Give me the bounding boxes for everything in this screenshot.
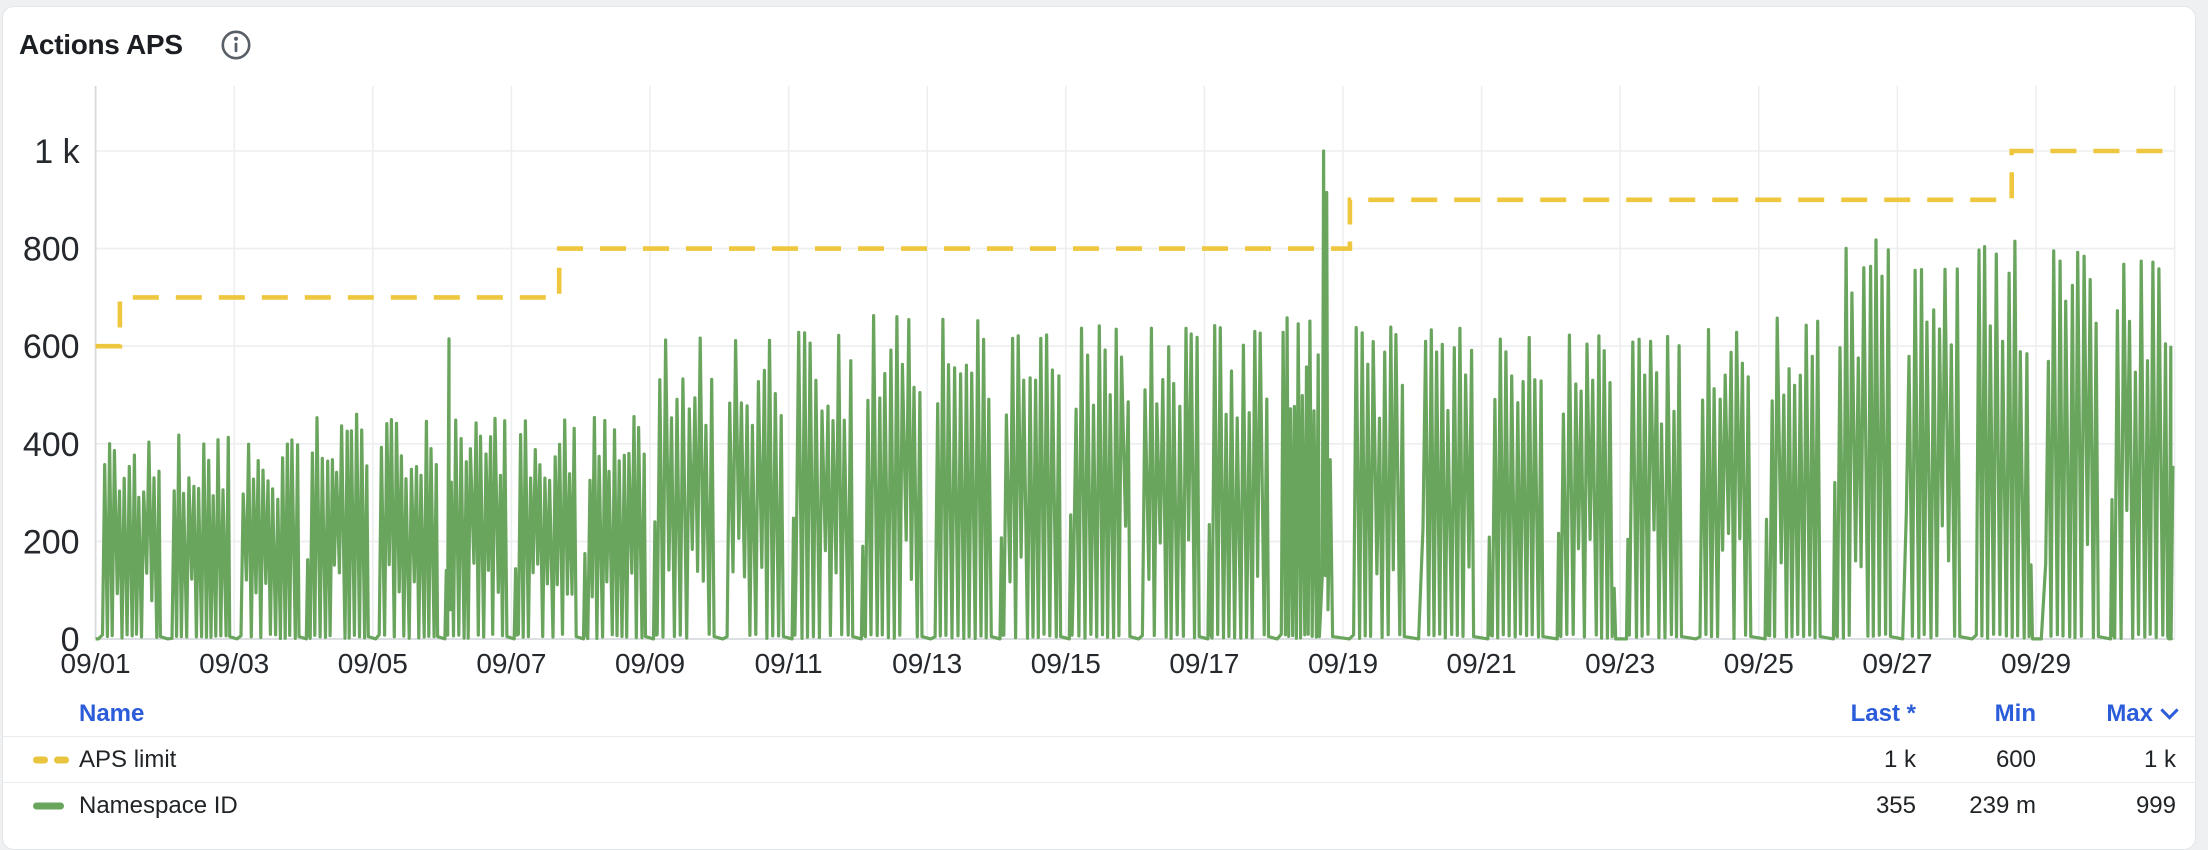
svg-text:09/01: 09/01 <box>61 648 131 679</box>
series-name: APS limit <box>79 745 177 773</box>
series-name: Namespace ID <box>79 791 238 819</box>
legend-table: Name Last * Min Max APS limit 1 k 600 1 … <box>3 691 2195 828</box>
svg-text:400: 400 <box>23 426 80 464</box>
stat-min: 239 m <box>1969 791 2036 819</box>
legend-header-name[interactable]: Name <box>79 699 145 727</box>
svg-text:1 k: 1 k <box>34 133 80 171</box>
stat-last: 355 <box>1875 791 1916 819</box>
svg-text:09/19: 09/19 <box>1308 648 1378 679</box>
legend-row-aps-limit[interactable]: APS limit 1 k 600 1 k <box>3 736 2195 782</box>
svg-text:09/13: 09/13 <box>892 648 962 679</box>
svg-text:09/27: 09/27 <box>1862 648 1932 679</box>
aps-limit-swatch-icon <box>33 756 69 763</box>
svg-text:09/03: 09/03 <box>199 648 269 679</box>
svg-text:800: 800 <box>23 231 80 269</box>
svg-text:09/05: 09/05 <box>338 648 408 679</box>
stat-max: 999 <box>2135 791 2176 819</box>
panel-header: Actions APS <box>19 23 253 67</box>
sort-desc-chevron-icon <box>2160 700 2179 720</box>
legend-header-min[interactable]: Min <box>1994 699 2036 727</box>
usage-dashboard-panel: Actions APS 0 200 400 600 800 1 k 09/01 09/03 09… <box>2 6 2196 850</box>
svg-text:09/07: 09/07 <box>476 648 546 679</box>
legend-header-max[interactable]: Max <box>2036 700 2179 728</box>
legend-header-last[interactable]: Last * <box>1850 699 1916 727</box>
svg-text:600: 600 <box>23 328 80 366</box>
svg-text:09/23: 09/23 <box>1585 648 1655 679</box>
svg-text:09/29: 09/29 <box>2001 648 2071 679</box>
namespace-id-swatch-icon <box>33 802 64 809</box>
svg-text:09/15: 09/15 <box>1031 648 1101 679</box>
actions-aps-card: Actions APS 0 200 400 600 800 1 k 09/01 09/03 09… <box>2 6 2196 850</box>
namespace-id-line <box>95 149 2175 641</box>
svg-text:0: 0 <box>61 621 80 659</box>
stat-max: 1 k <box>2143 745 2176 773</box>
y-axis-labels: 0 200 400 600 800 1 k <box>23 133 81 659</box>
svg-text:09/25: 09/25 <box>1724 648 1794 679</box>
panel-title: Actions APS <box>19 29 183 60</box>
aps-limit-line <box>95 148 2175 349</box>
svg-text:09/09: 09/09 <box>615 648 685 679</box>
svg-text:200: 200 <box>23 523 80 561</box>
x-gridlines <box>94 86 2176 639</box>
stat-min: 600 <box>1995 745 2036 773</box>
svg-text:09/17: 09/17 <box>1169 648 1239 679</box>
legend-row-namespace-id[interactable]: Namespace ID 355 239 m 999 <box>3 782 2195 828</box>
legend-header-row: Name Last * Min Max <box>3 691 2195 736</box>
stat-last: 1 k <box>1883 745 1916 773</box>
x-axis-labels: 09/01 09/03 09/05 09/07 09/09 09/11 09/13 09/15… <box>61 648 2071 679</box>
svg-text:09/11: 09/11 <box>755 648 823 679</box>
info-icon[interactable] <box>219 28 253 62</box>
svg-text:09/21: 09/21 <box>1447 648 1517 679</box>
